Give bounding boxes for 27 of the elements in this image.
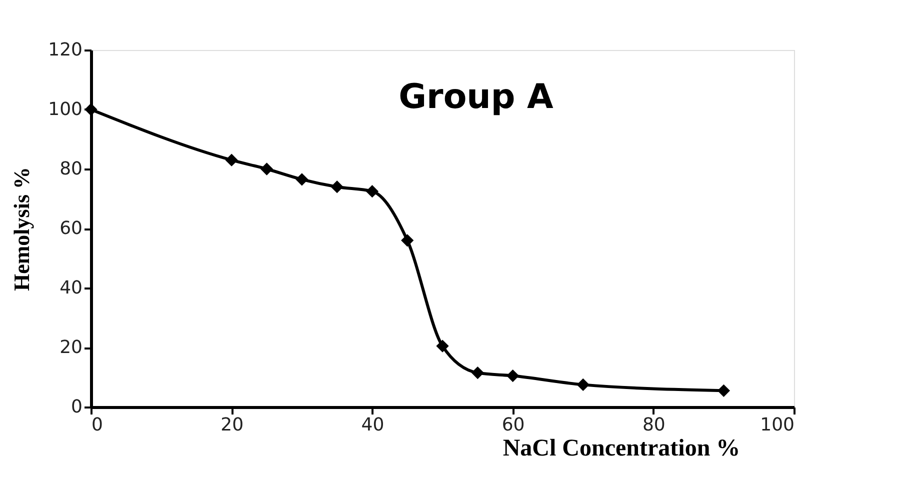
text: Group A (398, 77, 554, 117)
y-tick-label: 20 (60, 337, 82, 358)
x-axis-title: NaCl Concentration % (502, 436, 740, 462)
point (225, 154, 238, 166)
x-tick-label: 60 (502, 414, 525, 436)
point (471, 366, 484, 380)
point (436, 340, 449, 352)
y-tick-label: 100 (48, 99, 82, 120)
point (717, 384, 730, 397)
point (506, 369, 520, 382)
y-tick-label: 120 (48, 40, 82, 60)
point (401, 234, 414, 247)
point (330, 180, 344, 194)
y-axis-title: Hemolysis % (9, 166, 34, 292)
point (576, 378, 590, 392)
y-tick-label: 40 (60, 278, 82, 298)
y-tick-label: 0 (71, 396, 82, 418)
y-tick-label: 60 (60, 218, 82, 239)
x-tick-label: 0 (92, 414, 103, 436)
x-tick-label: 80 (642, 414, 666, 436)
x-tick-label: 40 (361, 414, 384, 436)
x-tick-label: 20 (220, 414, 244, 436)
point (260, 162, 274, 176)
y-tick-label: 80 (60, 158, 82, 180)
point (366, 184, 379, 198)
point (296, 173, 308, 186)
x-tick-label: 100 (760, 414, 794, 436)
